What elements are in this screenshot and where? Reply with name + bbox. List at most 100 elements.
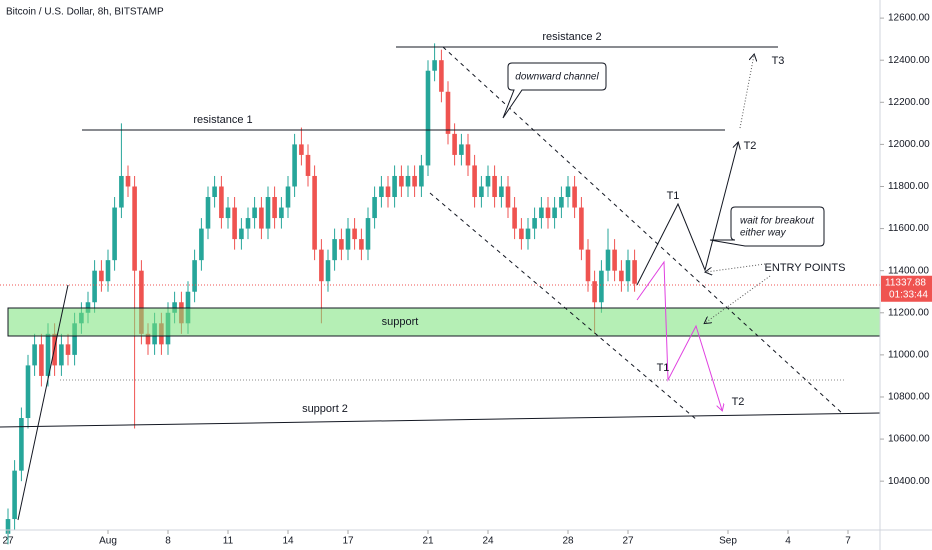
x-tick-label: 28: [562, 536, 574, 547]
candle-body: [232, 207, 237, 240]
candle-body: [265, 197, 271, 229]
candle-body: [439, 60, 444, 92]
y-tick-label: 12600.00: [888, 13, 930, 24]
candle-body: [339, 239, 344, 250]
bear-path: [636, 260, 722, 410]
annotation: downward channel: [515, 72, 599, 83]
candle-body: [239, 228, 244, 240]
candle-body: [192, 260, 197, 292]
candle-body: [505, 186, 511, 208]
candle-body: [545, 207, 551, 219]
candle-body: [465, 144, 471, 166]
candle-body: [572, 186, 577, 208]
candle-body: [319, 249, 324, 282]
candle-body: [485, 175, 491, 187]
candle-body: [225, 207, 231, 219]
candle-body: [12, 470, 17, 520]
candle-body: [599, 270, 604, 303]
candle-body: [112, 207, 117, 261]
annotation: support: [382, 316, 419, 328]
annotation: T1: [667, 190, 680, 202]
x-tick-label: 7: [845, 536, 851, 547]
candle-body: [105, 260, 111, 282]
annotation: wait for breakout: [740, 216, 815, 227]
candle-body: [145, 333, 151, 345]
callout: [502, 62, 607, 119]
candle-body: [205, 197, 211, 229]
candle-body: [552, 207, 557, 219]
y-tick-label: 11800.00: [888, 181, 929, 192]
x-tick-label: 14: [282, 536, 294, 547]
x-tick-label: 21: [422, 536, 434, 547]
candle-body: [332, 239, 337, 261]
annotation: support 2: [302, 403, 348, 415]
trend-line: [17, 284, 69, 521]
x-tick-label: 17: [342, 536, 354, 547]
candle-body: [285, 186, 291, 208]
candle-body: [345, 228, 351, 250]
candle-body: [512, 207, 517, 229]
candle-body: [59, 344, 64, 366]
x-tick-label: Sep: [719, 536, 737, 547]
y-tick-label: 11400.00: [888, 265, 929, 276]
candle-body: [92, 270, 97, 303]
candle-body: [325, 260, 331, 282]
candle-body: [132, 186, 137, 271]
annotation: resistance 1: [193, 114, 252, 126]
candle-body: [519, 228, 524, 240]
y-tick-label: 12000.00: [888, 139, 930, 150]
price-label: 11337.88: [885, 277, 926, 288]
candle-body: [419, 165, 424, 187]
candle-body: [619, 270, 624, 282]
candle-body: [292, 144, 297, 187]
candle-body: [5, 519, 11, 534]
candle-body: [425, 70, 431, 166]
candle-body: [385, 186, 391, 198]
candle-body: [25, 365, 31, 419]
candle-body: [499, 186, 504, 198]
candle-body: [452, 133, 457, 155]
y-tick-label: 12200.00: [888, 97, 930, 108]
bull-path: [636, 143, 738, 286]
candle-body: [459, 144, 464, 155]
candle-body: [565, 186, 571, 198]
channel-lower: [429, 192, 698, 421]
candle-body: [372, 197, 377, 219]
candle-body: [432, 60, 437, 71]
x-tick-label: 8: [165, 536, 171, 547]
y-tick-label: 10600.00: [888, 434, 930, 445]
candle-body: [219, 186, 224, 219]
annotation: T3: [772, 55, 785, 67]
x-tick-label: 27: [2, 536, 14, 547]
x-tick-label: Aug: [99, 536, 117, 547]
candle-body: [312, 175, 317, 250]
candle-body: [19, 418, 24, 471]
candle-body: [252, 207, 257, 219]
y-tick-label: 11000.00: [888, 350, 929, 361]
candle-body: [592, 281, 597, 303]
candle-body: [119, 175, 124, 208]
candle-body: [199, 228, 204, 261]
support-2-line: [0, 412, 881, 428]
candle-body: [359, 239, 364, 250]
y-tick-label: 10800.00: [888, 392, 930, 403]
y-tick-label: 10400.00: [888, 476, 930, 487]
candle-body: [365, 218, 371, 250]
entry-arrow: [705, 275, 771, 323]
candle-body: [612, 249, 617, 271]
price-label-bg: [881, 275, 932, 302]
candle-body: [65, 344, 71, 355]
candle-body: [352, 228, 357, 240]
candle-body: [259, 207, 264, 229]
candle-body: [585, 249, 591, 282]
candle-body: [392, 175, 397, 198]
candle-body: [399, 175, 404, 187]
candle-body: [305, 154, 311, 176]
candle-body: [299, 144, 304, 155]
annotation: T2: [744, 140, 757, 152]
annotation: resistance 2: [542, 31, 601, 43]
annotation: T2: [732, 396, 745, 408]
candle-body: [405, 175, 411, 187]
candle-body: [32, 344, 37, 366]
